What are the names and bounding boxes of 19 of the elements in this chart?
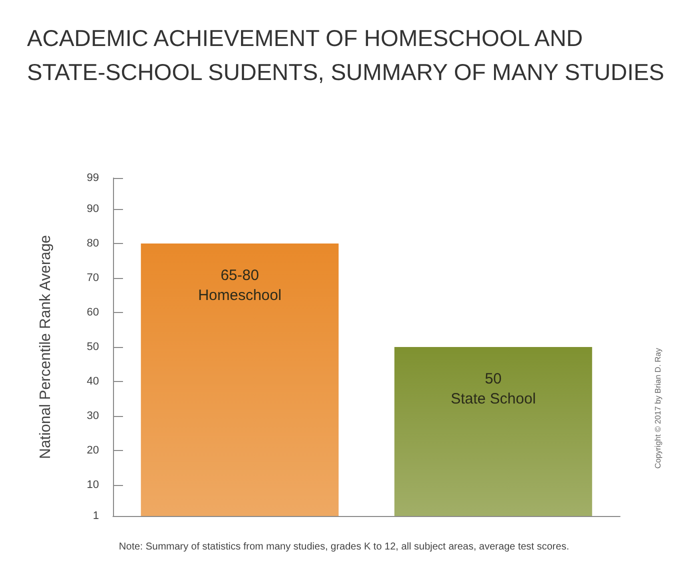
y-tick-label: 20 — [86, 444, 99, 456]
data-label: 50 — [484, 370, 502, 388]
y-tick-label: 60 — [86, 306, 99, 319]
y-tick-label: 80 — [86, 238, 99, 250]
y-tick-label: 70 — [86, 272, 99, 284]
y-tick-label: 90 — [86, 203, 99, 216]
y-axis-title: National Percentile Rank Average — [37, 234, 54, 460]
y-tick-label: 1 — [92, 510, 99, 522]
y-tick-label: 50 — [86, 341, 99, 353]
y-tick-label: 30 — [86, 410, 99, 422]
x-tick-label: State School — [450, 390, 536, 408]
text: Copyright © 2017 by Brian D. Ray — [654, 348, 662, 469]
text: Note: Summary of statistics from many studies, grades K to 12, all subject areas, average test scores. — [118, 542, 570, 552]
x-tick-label: Homeschool — [198, 287, 282, 304]
y-tick-label: 40 — [86, 375, 99, 388]
data-label: 65-80 — [220, 267, 259, 284]
y-tick-label: 10 — [86, 478, 99, 491]
chart-title: ACADEMIC ACHIEVEMENT OF HOMESCHOOL AND STATE-SCHOOL SUDENTS, SUMMARY OF MANY STUDIES — [27, 25, 664, 85]
y-tick-label: 99 — [86, 172, 99, 184]
